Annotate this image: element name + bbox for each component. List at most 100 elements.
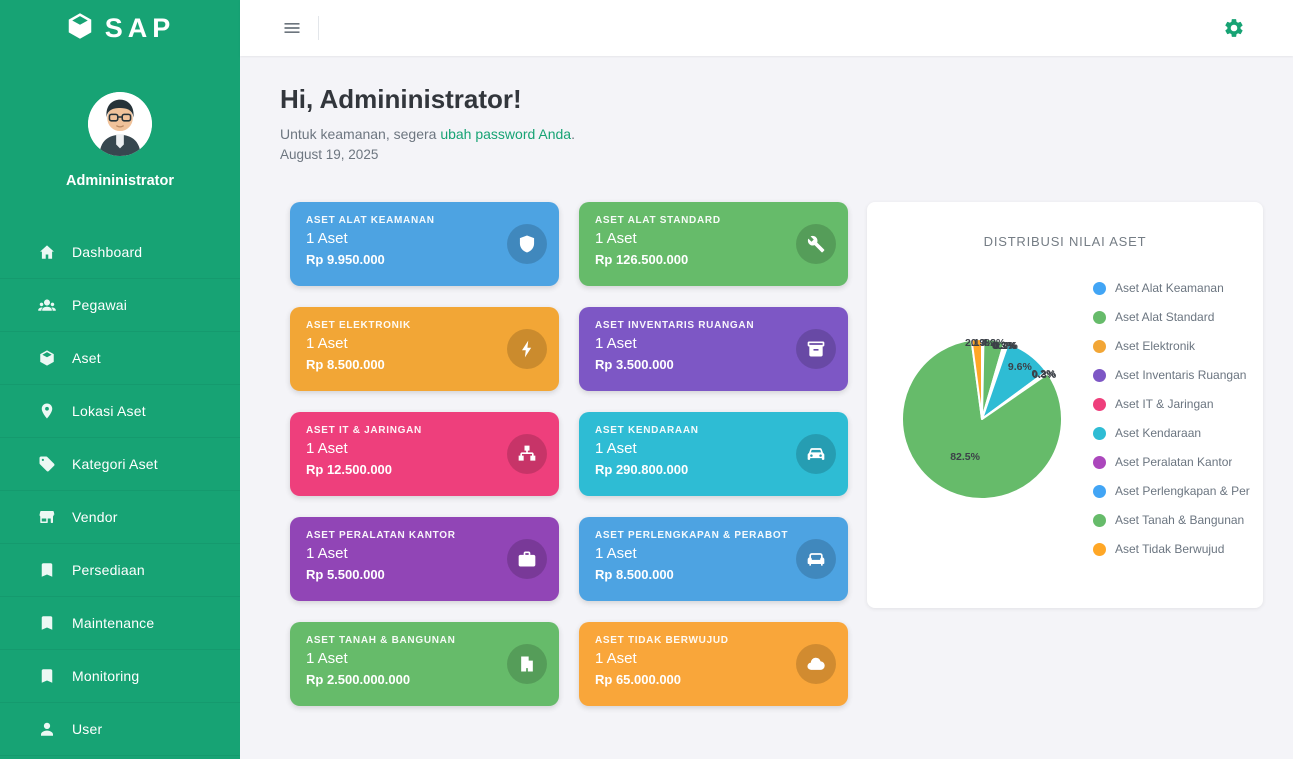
sidebar-item-user[interactable]: User — [0, 703, 240, 756]
asset-card-aset-kendaraan[interactable]: ASET KENDARAAN 1 Aset Rp 290.800.000 — [579, 412, 848, 496]
card-count: 1 Aset — [306, 440, 348, 457]
cube-icon — [38, 349, 56, 367]
card-title: ASET PERALATAN KANTOR — [306, 530, 456, 541]
sidebar-item-label: Kategori Aset — [72, 456, 158, 472]
legend-item-aset-it-jaringan[interactable]: Aset IT & Jaringan — [1093, 397, 1250, 411]
asset-card-aset-peralatan-kantor[interactable]: ASET PERALATAN KANTOR 1 Aset Rp 5.500.000 — [290, 517, 559, 601]
sidebar-item-vendor[interactable]: Vendor — [0, 491, 240, 544]
card-title: ASET ALAT STANDARD — [595, 215, 721, 226]
card-title: ASET TIDAK BERWUJUD — [595, 635, 729, 646]
logo-text: SAP — [104, 12, 176, 43]
legend-item-aset-kendaraan[interactable]: Aset Kendaraan — [1093, 426, 1250, 440]
sidebar-item-kategori-aset[interactable]: Kategori Aset — [0, 438, 240, 491]
asset-card-aset-tidak-berwujud[interactable]: ASET TIDAK BERWUJUD 1 Aset Rp 65.000.000 — [579, 622, 848, 706]
change-password-link[interactable]: ubah password Anda — [440, 126, 572, 142]
card-title: ASET TANAH & BANGUNAN — [306, 635, 456, 646]
legend-color-dot — [1093, 513, 1106, 527]
sidebar-item-label: Maintenance — [72, 615, 155, 631]
legend-color-dot — [1093, 426, 1106, 440]
legend-label: Aset Alat Standard — [1115, 310, 1215, 324]
card-title: ASET ELEKTRONIK — [306, 320, 411, 331]
person-icon — [38, 720, 56, 738]
content: Hi, Admininistrator! Untuk keamanan, seg… — [240, 56, 1293, 759]
sidebar-item-aset[interactable]: Aset — [0, 332, 240, 385]
legend-color-dot — [1093, 397, 1106, 411]
legend-item-aset-perlengkapan-per[interactable]: Aset Perlengkapan & Per — [1093, 484, 1250, 498]
legend-color-dot — [1093, 542, 1106, 556]
asset-card-aset-it-jaringan[interactable]: ASET IT & JARINGAN 1 Aset Rp 12.500.000 — [290, 412, 559, 496]
legend-label: Aset Inventaris Ruangan — [1115, 368, 1247, 382]
legend-item-aset-inventaris-ruangan[interactable]: Aset Inventaris Ruangan — [1093, 368, 1250, 382]
sidebar-item-label: Monitoring — [72, 668, 140, 684]
home-icon — [38, 243, 56, 261]
asset-card-aset-perlengkapan-perabot[interactable]: ASET PERLENGKAPAN & PERABOT 1 Aset Rp 8.50… — [579, 517, 848, 601]
asset-card-aset-alat-standard[interactable]: ASET ALAT STANDARD 1 Aset Rp 126.500.000 — [579, 202, 848, 286]
avatar — [88, 92, 152, 156]
legend-item-aset-peralatan-kantor[interactable]: Aset Peralatan Kantor — [1093, 455, 1250, 469]
tools-icon — [796, 224, 836, 264]
sidebar-item-lokasi-aset[interactable]: Lokasi Aset — [0, 385, 240, 438]
card-title: ASET IT & JARINGAN — [306, 425, 422, 436]
sidebar-item-pegawai[interactable]: Pegawai — [0, 279, 240, 332]
pie-chart: 0.3% 4.2% 0.3% 0.1% 0.4% 9.6% 0.2% 0.3% 82.5% 2.1… — [887, 324, 1077, 514]
cloud-icon — [796, 644, 836, 684]
topbar-divider — [318, 16, 319, 40]
hamburger-menu-icon[interactable] — [278, 14, 306, 42]
card-title: ASET INVENTARIS RUANGAN — [595, 320, 755, 331]
sidebar-item-maintenance[interactable]: Maintenance — [0, 597, 240, 650]
card-value: Rp 5.500.000 — [306, 567, 385, 582]
sidebar-item-monitoring[interactable]: Monitoring — [0, 650, 240, 703]
profile-block: Admininistrator — [0, 56, 240, 216]
app-logo[interactable]: SAP — [0, 0, 240, 56]
network-icon — [507, 434, 547, 474]
inventory-icon — [796, 329, 836, 369]
legend-label: Aset Kendaraan — [1115, 426, 1202, 440]
sidebar-item-label: Dashboard — [72, 244, 143, 260]
tag-icon — [38, 455, 56, 473]
legend-color-dot — [1093, 281, 1106, 295]
sidebar-item-label: User — [72, 721, 103, 737]
dashboard-row: ASET ALAT KEAMANAN 1 Aset Rp 9.950.000 ASET… — [280, 202, 1263, 706]
bookmark-icon — [38, 561, 56, 579]
legend-item-aset-alat-standard[interactable]: Aset Alat Standard — [1093, 310, 1250, 324]
legend-label: Aset Tidak Berwujud — [1115, 542, 1225, 556]
card-value: Rp 8.500.000 — [595, 567, 674, 582]
charging-icon — [507, 329, 547, 369]
legend-item-aset-tidak-berwujud[interactable]: Aset Tidak Berwujud — [1093, 542, 1250, 556]
card-count: 1 Aset — [306, 545, 348, 562]
gear-icon[interactable] — [1219, 13, 1249, 43]
legend-label: Aset Perlengkapan & Per — [1115, 484, 1250, 498]
sidebar-item-label: Aset — [72, 350, 101, 366]
sidebar-item-persediaan[interactable]: Persediaan — [0, 544, 240, 597]
card-value: Rp 9.950.000 — [306, 252, 385, 267]
legend-label: Aset Alat Keamanan — [1115, 281, 1224, 295]
legend-item-aset-elektronik[interactable]: Aset Elektronik — [1093, 339, 1250, 353]
asset-card-aset-elektronik[interactable]: ASET ELEKTRONIK 1 Aset Rp 8.500.000 — [290, 307, 559, 391]
asset-cards-grid: ASET ALAT KEAMANAN 1 Aset Rp 9.950.000 ASET… — [290, 202, 848, 706]
sidebar-item-dashboard[interactable]: Dashboard — [0, 226, 240, 279]
card-value: Rp 126.500.000 — [595, 252, 689, 267]
legend-item-aset-alat-keamanan[interactable]: Aset Alat Keamanan — [1093, 281, 1250, 295]
user-name: Admininistrator — [66, 173, 174, 189]
legend-label: Aset Peralatan Kantor — [1115, 455, 1233, 469]
sidebar-item-label: Persediaan — [72, 562, 145, 578]
building-icon — [507, 644, 547, 684]
card-count: 1 Aset — [595, 335, 637, 352]
legend-color-dot — [1093, 310, 1106, 324]
asset-card-aset-tanah-bangunan[interactable]: ASET TANAH & BANGUNAN 1 Aset Rp 2.500.000.… — [290, 622, 559, 706]
card-count: 1 Aset — [306, 650, 348, 667]
card-value: Rp 8.500.000 — [306, 357, 385, 372]
sidebar-menu: Dashboard Pegawai Aset Lokasi Aset Kategori … — [0, 216, 240, 759]
asset-card-aset-inventaris-ruangan[interactable]: ASET INVENTARIS RUANGAN 1 Aset Rp 3.500.00… — [579, 307, 848, 391]
asset-card-aset-alat-keamanan[interactable]: ASET ALAT KEAMANAN 1 Aset Rp 9.950.000 — [290, 202, 559, 286]
card-count: 1 Aset — [595, 545, 637, 562]
people-icon — [38, 296, 56, 314]
pie-slice-aset-tidak-berwujud[interactable] — [970, 337, 983, 420]
chart-legend: Aset Alat Keamanan Aset Alat Standard Aset… — [1093, 281, 1250, 556]
topbar — [240, 0, 1293, 56]
card-title: ASET PERLENGKAPAN & PERABOT — [595, 530, 789, 541]
card-value: Rp 290.800.000 — [595, 462, 689, 477]
bookmark-icon — [38, 614, 56, 632]
legend-item-aset-tanah-bangunan[interactable]: Aset Tanah & Bangunan — [1093, 513, 1250, 527]
security-message: Untuk keamanan, segera ubah password And… — [280, 126, 1263, 142]
